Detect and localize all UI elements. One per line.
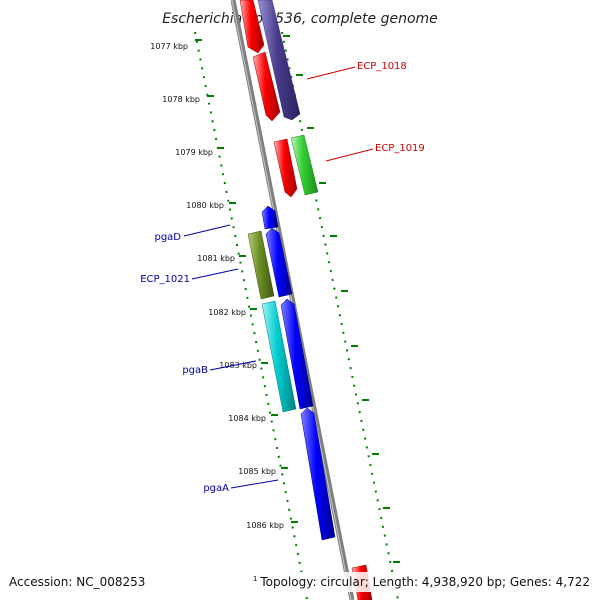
- genome-backbone: [230, 0, 355, 600]
- gene-arrow-ecp1019-green[interactable]: [290, 134, 319, 196]
- leader-ecp1018: [306, 66, 356, 80]
- gene-arrow-pgaa[interactable]: [300, 407, 336, 541]
- leader-pgaa: [230, 479, 279, 489]
- footer-background: [0, 572, 600, 592]
- label-ecp1021[interactable]: ECP_1021: [140, 274, 190, 285]
- label-ecp1018[interactable]: ECP_1018: [357, 61, 407, 72]
- gene-arrow-pgab[interactable]: [261, 300, 297, 413]
- ruler-label: 1084 kbp: [228, 414, 266, 423]
- inner-tick-ring: [194, 31, 308, 600]
- leader-pgab: [209, 360, 257, 371]
- leader-pgad: [183, 224, 231, 237]
- label-ecp1019[interactable]: ECP_1019: [375, 143, 425, 154]
- ruler-labels: 1077 kbp 1078 kbp 1079 kbp 1080 kbp 1081…: [150, 42, 284, 530]
- genome-summary: Topology: circular; Length: 4,938,920 bp…: [259, 575, 590, 589]
- ruler-label: 1083 kbp: [219, 361, 257, 370]
- gene-arrow-ecp1019-red[interactable]: [273, 138, 298, 198]
- gene-arrow-red-top[interactable]: [239, 0, 265, 54]
- accession-text: Accession: NC_008253: [9, 575, 145, 589]
- gene-arrow-ecp1018[interactable]: [252, 51, 281, 122]
- leader-ecp1021: [191, 268, 239, 280]
- gene-arrow-pgab-blue[interactable]: [280, 298, 314, 410]
- ruler-label: 1079 kbp: [175, 148, 213, 157]
- footnote-marker: 1: [253, 575, 257, 583]
- ruler-label: 1078 kbp: [162, 95, 200, 104]
- outer-tick-ring: [281, 31, 399, 600]
- label-pgad[interactable]: pgaD: [154, 232, 181, 243]
- ruler-label: 1080 kbp: [186, 201, 224, 210]
- label-pgaa[interactable]: pgaA: [203, 483, 229, 494]
- gene-arrow-slate[interactable]: [257, 0, 301, 121]
- gene-arrow-pgac[interactable]: [265, 227, 293, 298]
- gene-arrow-pgad[interactable]: [261, 205, 279, 230]
- ruler-label: 1085 kbp: [238, 467, 276, 476]
- map-title: Escherichia coli 536, complete genome: [162, 11, 438, 27]
- ruler-label: 1086 kbp: [246, 521, 284, 530]
- inner-major-ticks: [195, 39, 298, 523]
- label-pgab[interactable]: pgaB: [182, 365, 208, 376]
- ruler-label: 1077 kbp: [150, 42, 188, 51]
- gene-arrow-ecp1021[interactable]: [247, 230, 275, 300]
- backbone-highlight: [231, 0, 352, 600]
- ruler-label: 1081 kbp: [197, 254, 235, 263]
- ruler-label: 1082 kbp: [208, 308, 246, 317]
- leader-ecp1019: [325, 148, 374, 162]
- outer-major-ticks: [283, 35, 400, 563]
